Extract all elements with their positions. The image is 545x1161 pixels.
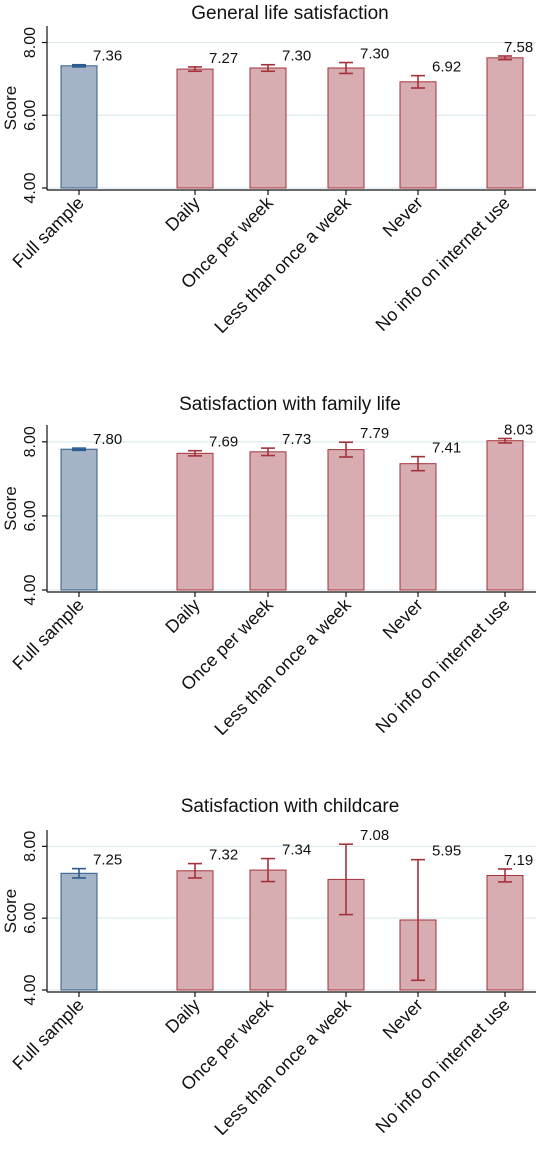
y-tick-label: 6.00 xyxy=(22,500,39,531)
x-tick-label: Less than once a week xyxy=(210,994,355,1139)
error-bar xyxy=(261,63,275,73)
y-axis-label: Score xyxy=(1,86,20,130)
x-tick-label: Daily xyxy=(161,193,203,235)
value-label: 7.19 xyxy=(504,852,533,869)
bar xyxy=(327,449,365,591)
error-bar xyxy=(498,437,512,444)
error-bar xyxy=(411,74,425,89)
error-bar xyxy=(188,862,202,879)
x-tick-label: Daily xyxy=(161,995,203,1037)
error-bar xyxy=(188,449,202,457)
chart-panel-3: Satisfaction with childcare 4.00 6.00 8.00 S… xyxy=(1,796,536,1139)
bar xyxy=(176,452,214,591)
y-tick-label: 4.00 xyxy=(22,974,39,1005)
value-label: 7.32 xyxy=(209,847,238,864)
bar xyxy=(486,874,524,991)
bar xyxy=(249,451,287,591)
x-tick-label: Less than once a week xyxy=(210,192,355,337)
value-label: 7.08 xyxy=(360,827,389,844)
chart-title: Satisfaction with family life xyxy=(179,394,401,415)
bar xyxy=(249,67,287,189)
chart-panel-1: General life satisfaction 4.00 6.00 8.00 Sco… xyxy=(1,3,536,337)
chart-title: Satisfaction with childcare xyxy=(181,796,400,817)
error-bar xyxy=(411,455,425,472)
error-bar xyxy=(188,66,202,73)
y-tick-label: 4.00 xyxy=(22,172,39,203)
x-tick-label: Full sample xyxy=(9,595,88,674)
bar xyxy=(399,81,437,189)
value-label: 8.03 xyxy=(504,421,533,438)
value-label: 7.58 xyxy=(504,39,533,56)
y-axis-label: Score xyxy=(1,889,20,933)
value-label: 6.92 xyxy=(432,59,461,76)
value-label: 5.95 xyxy=(432,843,461,860)
x-tick-label: Never xyxy=(379,995,427,1043)
error-bar xyxy=(339,441,353,458)
y-tick-label: 8.00 xyxy=(22,27,39,58)
bar xyxy=(249,869,287,991)
y-tick-label: 6.00 xyxy=(22,903,39,934)
y-tick-label: 8.00 xyxy=(22,426,39,457)
bar xyxy=(327,67,365,189)
x-tick-label: Less than once a week xyxy=(210,594,355,739)
y-tick-label: 8.00 xyxy=(22,831,39,862)
error-bar xyxy=(498,55,512,61)
bar xyxy=(486,440,524,591)
error-bar xyxy=(498,868,512,883)
value-label: 7.34 xyxy=(282,842,311,859)
error-bar xyxy=(411,858,425,982)
bar xyxy=(399,463,437,591)
y-tick-label: 6.00 xyxy=(22,100,39,131)
value-label: 7.30 xyxy=(282,48,311,65)
value-label: 7.41 xyxy=(432,440,461,457)
bar xyxy=(176,870,214,991)
error-bar xyxy=(72,447,86,452)
bar xyxy=(176,68,214,189)
chart-panel-2: Satisfaction with family life 4.00 6.00 8.0… xyxy=(1,394,536,739)
value-label: 7.79 xyxy=(360,425,389,442)
bar xyxy=(60,448,98,591)
error-bar xyxy=(261,447,275,457)
value-label: 7.73 xyxy=(282,431,311,448)
x-tick-label: Never xyxy=(379,193,427,241)
error-bar xyxy=(339,843,353,916)
bar xyxy=(60,872,98,991)
value-label: 7.25 xyxy=(93,852,122,869)
value-label: 7.30 xyxy=(360,46,389,63)
error-bar xyxy=(339,61,353,75)
x-tick-label: Full sample xyxy=(9,193,88,272)
y-axis-label: Score xyxy=(1,486,20,530)
value-label: 7.36 xyxy=(93,48,122,65)
x-tick-label: Never xyxy=(379,595,427,643)
value-label: 7.80 xyxy=(93,431,122,448)
chart-title: General life satisfaction xyxy=(191,3,389,24)
bar xyxy=(60,65,98,189)
error-bar xyxy=(261,857,275,883)
value-label: 7.69 xyxy=(209,434,238,451)
bar xyxy=(486,57,524,189)
x-tick-label: Full sample xyxy=(9,995,88,1074)
x-tick-label: Daily xyxy=(161,595,203,637)
error-bar xyxy=(72,867,86,879)
error-bar xyxy=(72,63,86,68)
value-label: 7.27 xyxy=(209,50,238,67)
y-tick-label: 4.00 xyxy=(22,574,39,605)
